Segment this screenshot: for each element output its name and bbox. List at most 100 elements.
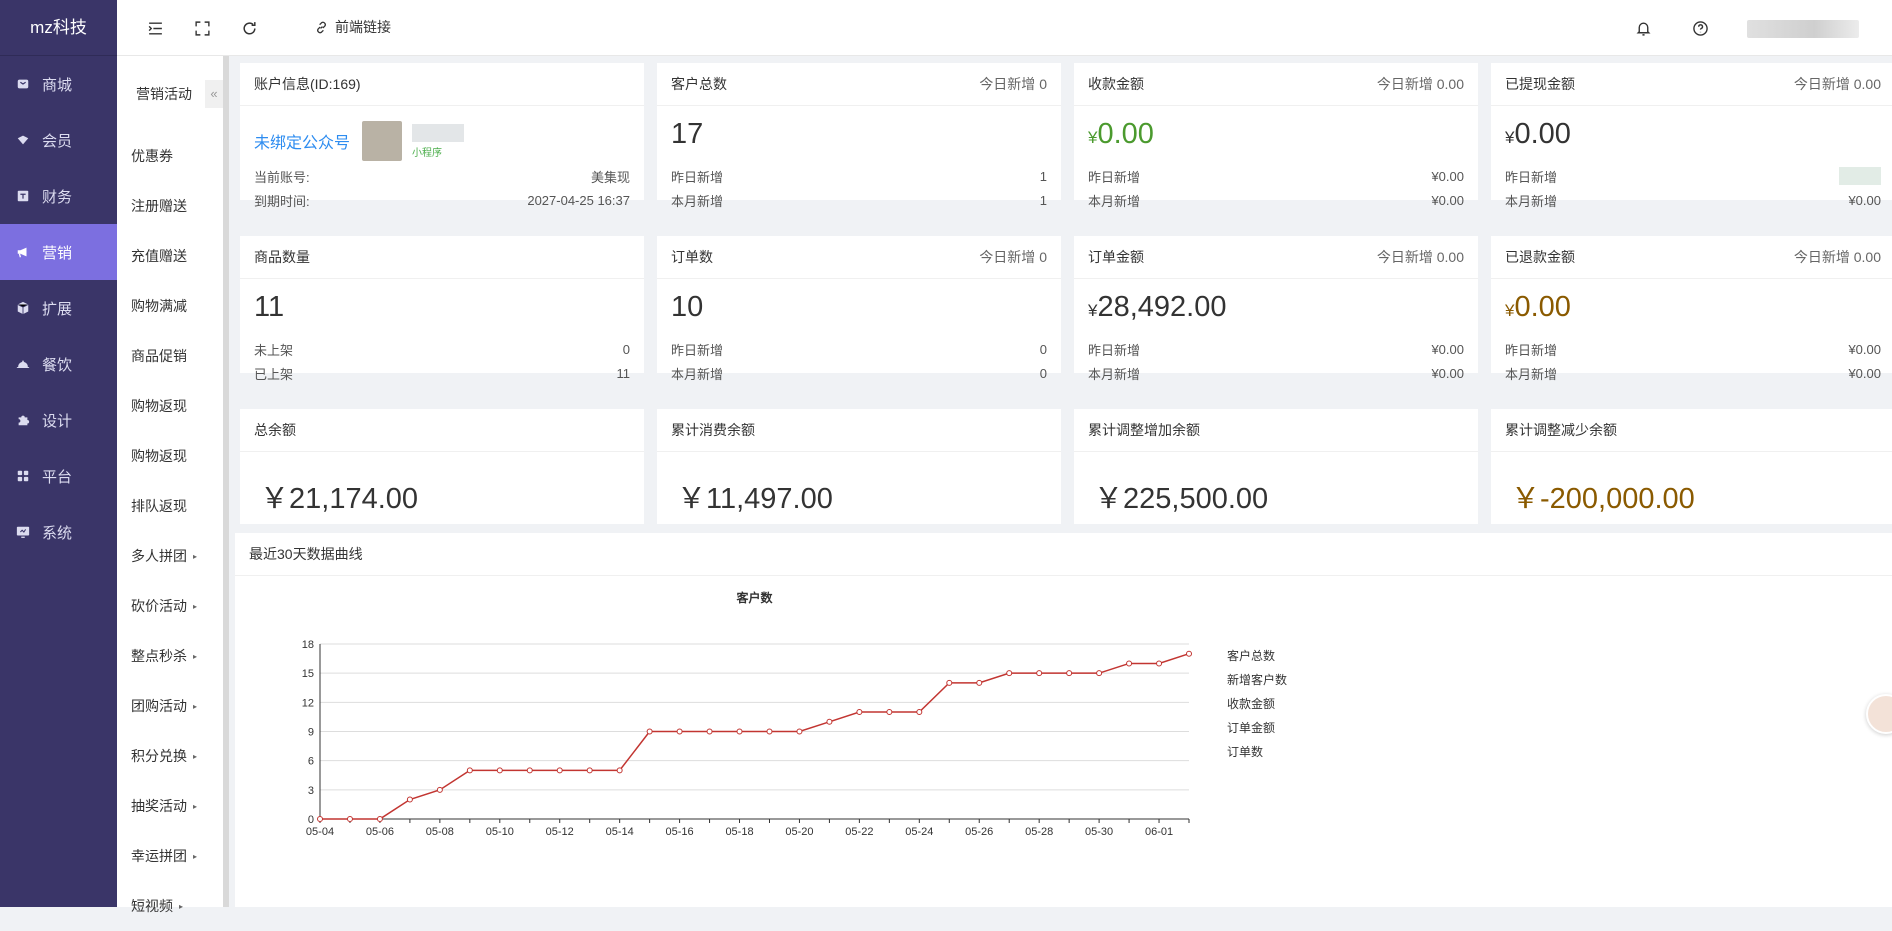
subnav-item-5[interactable]: 购物返现 [117,381,223,431]
help-icon[interactable] [1691,19,1709,37]
row-label: 未上架 [254,342,294,358]
user-avatar[interactable] [1747,20,1859,38]
grid-icon [16,469,30,483]
stat-value: ￥-200,000.00 [1511,483,1695,515]
subnav-item-10[interactable]: 整点秒杀 ▸ [117,631,223,681]
data-point [946,679,953,686]
collapse-subnav-button[interactable]: « [205,79,223,108]
sidebar-item-1[interactable]: 会员 [0,112,117,168]
row-value: 11 [616,365,631,381]
sidebar-item-0[interactable]: 商城 [0,56,117,112]
row-value: ¥0.00 [1848,341,1881,357]
sidebar-item-3[interactable]: 营销 [0,224,117,280]
stat-value: 0.00 [1097,118,1154,150]
data-point [556,767,563,774]
account-avatar [362,121,403,161]
x-tick-label: 05-22 [845,826,873,838]
x-tick-label: 06-01 [1145,826,1173,838]
subnav-item-7[interactable]: 排队返现 [117,481,223,531]
row-label: 已上架 [254,366,294,382]
account-title: 账户信息(ID:169) [254,76,361,92]
x-tick-label: 05-18 [725,826,753,838]
currency-symbol: ¥ [1088,128,1098,147]
row-label: 本月新增 [1088,366,1141,382]
row-value: 0 [1039,341,1047,357]
data-point [826,718,833,725]
subnav-item-14[interactable]: 幸运拼团 ▸ [117,831,223,881]
subnav-item-0[interactable]: 优惠券 [117,131,223,181]
data-point [346,816,353,822]
currency-symbol: ¥ [1505,128,1515,147]
mini-program-tag: 小程序 [412,147,443,159]
subnav-item-4[interactable]: 商品促销 [117,331,223,381]
row-value: ¥0.00 [1848,192,1881,208]
stat-value: ￥11,497.00 [677,483,833,515]
subnav-item-label: 优惠券 [131,148,173,164]
subnav-item-13[interactable]: 抽奖活动 ▸ [117,781,223,831]
today-new: 今日新增 0.00 [1793,249,1881,265]
more-menu-icon[interactable]: ⋮ [1885,17,1892,37]
sidebar-item-4[interactable]: 扩展 [0,280,117,336]
mini-program-name [412,123,465,142]
subnav-item-6[interactable]: 购物返现 [117,431,223,481]
sidebar-item-8[interactable]: 系统 [0,504,117,560]
stat-value: 17 [671,118,704,150]
row-label: 本月新增 [1505,366,1558,382]
puzzle-icon [16,413,30,427]
subnav-item-2[interactable]: 充值赠送 [117,231,223,281]
data-point [1006,670,1013,677]
frontend-link[interactable]: 前端链接 [314,17,391,37]
expire-value: 2027-04-25 16:37 [527,192,630,208]
data-point [886,709,893,716]
today-new: 今日新增 0 [979,249,1047,265]
card-title: 订单数 [671,249,713,265]
bind-official-account-link[interactable]: 未绑定公众号 [254,135,351,152]
app-logo[interactable]: mz科技 [0,0,117,56]
row-label: 昨日新增 [1088,342,1141,358]
bell-icon[interactable] [1634,19,1652,37]
fullscreen-icon[interactable] [193,19,211,37]
row-value: 1 [1039,192,1047,208]
y-tick-label: 18 [302,639,314,651]
stat-value: ￥225,500.00 [1094,483,1269,515]
row-value: ¥0.00 [1431,341,1464,357]
sidebar-item-7[interactable]: 平台 [0,448,117,504]
data-point [317,816,323,822]
sidebar-item-2[interactable]: 财务 [0,168,117,224]
subnav-item-11[interactable]: 团购活动 ▸ [117,681,223,731]
subnav-item-12[interactable]: 积分兑换 ▸ [117,731,223,781]
data-point [766,728,773,735]
subnav-item-9[interactable]: 砍价活动 ▸ [117,581,223,631]
card-title: 商品数量 [254,249,310,265]
row-label: 昨日新增 [1505,169,1558,185]
data-point [436,786,443,793]
sidebar-item-6[interactable]: 设计 [0,392,117,448]
subnav-item-1[interactable]: 注册赠送 [117,181,223,231]
support-avatar-button[interactable] [1866,694,1892,734]
megaphone-icon [16,245,30,259]
legend-item: 收款金额 [1227,696,1275,711]
sidebar-item-5[interactable]: 餐饮 [0,336,117,392]
card-title: 累计调整增加余额 [1088,422,1200,438]
subnav-item-label: 整点秒杀 [131,648,187,664]
sidebar-item-label: 系统 [42,524,73,542]
row-label: 昨日新增 [671,169,724,185]
data-point [976,679,983,686]
data-point [676,728,683,735]
subnav-item-15[interactable]: 短视频 ▸ [117,881,223,931]
stat-value: 0.00 [1514,118,1571,150]
subnav-item-3[interactable]: 购物满减 [117,281,223,331]
customers-card: 客户总数 今日新增 0 17 昨日新增 1 本月新增 1 [657,63,1061,209]
y-tick-label: 12 [302,697,314,709]
finance-icon [16,189,30,203]
row-value: 0 [622,341,630,357]
subnav-title: 营销活动 « [117,56,223,131]
data-point [406,796,413,803]
menu-toggle-icon[interactable] [146,19,164,37]
caret-right-icon: ▸ [179,901,184,911]
orders-card: 订单数 今日新增 0 10 昨日新增 0 本月新增 0 [657,236,1061,382]
refresh-icon[interactable] [240,19,258,37]
subnav-item-8[interactable]: 多人拼团 ▸ [117,531,223,581]
data-point [526,767,533,774]
x-tick-label: 05-14 [606,826,634,838]
